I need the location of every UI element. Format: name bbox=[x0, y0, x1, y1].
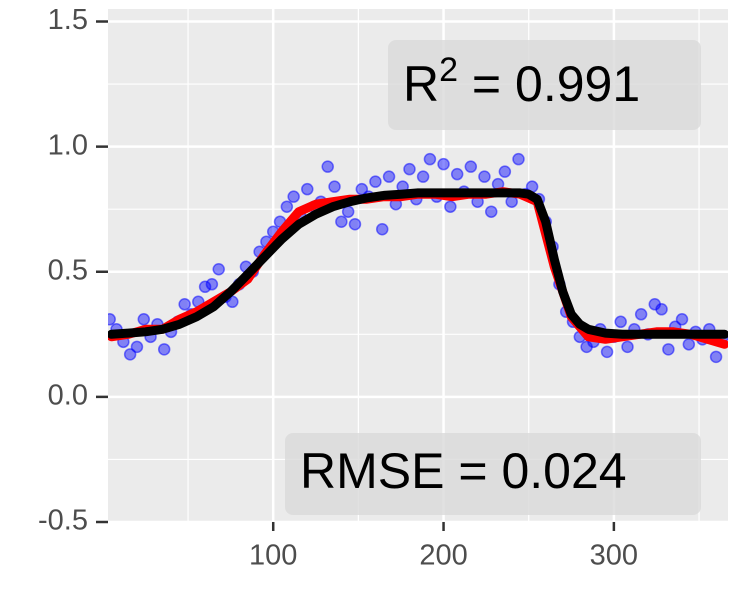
axes: 100 200 300 -0.5 0.0 0.5 1.0 1.5 bbox=[38, 4, 638, 571]
x-tick-label: 300 bbox=[590, 540, 638, 572]
data-point bbox=[375, 222, 389, 236]
y-tick-label: 1.0 bbox=[48, 129, 88, 161]
data-point bbox=[178, 298, 191, 311]
data-point bbox=[416, 170, 430, 183]
data-point bbox=[348, 217, 362, 231]
data-point bbox=[709, 350, 723, 364]
data-point bbox=[123, 348, 137, 361]
data-point bbox=[321, 160, 334, 173]
annotation-text: R2 = 0.991 bbox=[403, 51, 640, 112]
x-tick-label: 100 bbox=[249, 540, 297, 572]
data-point bbox=[287, 190, 300, 203]
y-tick-label: 0.5 bbox=[48, 254, 88, 286]
data-point bbox=[198, 280, 212, 294]
annotation-sup: 2 bbox=[439, 51, 458, 89]
annotation-text: RMSE = 0.024 bbox=[300, 443, 627, 499]
annotation-rest: = 0.991 bbox=[458, 56, 640, 112]
data-point bbox=[450, 167, 464, 181]
data-point bbox=[382, 170, 396, 183]
data-point bbox=[369, 175, 382, 188]
data-point bbox=[437, 157, 450, 171]
data-point bbox=[478, 170, 491, 183]
data-point bbox=[662, 343, 675, 356]
data-point bbox=[512, 152, 525, 166]
data-point bbox=[444, 200, 457, 213]
y-tick-label: -0.5 bbox=[38, 505, 88, 537]
data-point bbox=[498, 165, 512, 178]
data-point bbox=[614, 315, 627, 329]
annotation-base: R bbox=[403, 56, 439, 112]
data-point bbox=[157, 343, 171, 356]
data-point bbox=[634, 308, 648, 321]
y-tick-label: 1.5 bbox=[48, 4, 88, 36]
data-point bbox=[600, 345, 614, 359]
y-tick-label: 0.0 bbox=[48, 380, 88, 412]
data-point bbox=[655, 303, 668, 316]
plot-marks bbox=[108, 152, 728, 364]
annotations: R2 = 0.991 RMSE = 0.024 bbox=[285, 40, 701, 515]
data-point bbox=[682, 338, 696, 351]
data-point bbox=[226, 295, 239, 309]
data-point bbox=[205, 278, 219, 291]
annotation-box bbox=[388, 40, 701, 130]
data-point bbox=[423, 152, 437, 166]
data-point bbox=[335, 215, 348, 228]
data-point bbox=[403, 162, 416, 176]
data-point bbox=[130, 340, 144, 354]
data-point bbox=[484, 205, 498, 218]
data-point bbox=[621, 340, 634, 354]
annotation-box bbox=[285, 433, 701, 515]
x-tick-label: 200 bbox=[419, 540, 467, 572]
data-point bbox=[301, 182, 314, 196]
data-point bbox=[212, 263, 225, 276]
data-point bbox=[464, 160, 478, 173]
data-point bbox=[108, 313, 116, 326]
data-point bbox=[280, 200, 294, 213]
fit-line bbox=[108, 188, 728, 339]
data-point bbox=[137, 313, 151, 326]
data-point bbox=[675, 313, 689, 326]
data-point bbox=[328, 180, 341, 193]
